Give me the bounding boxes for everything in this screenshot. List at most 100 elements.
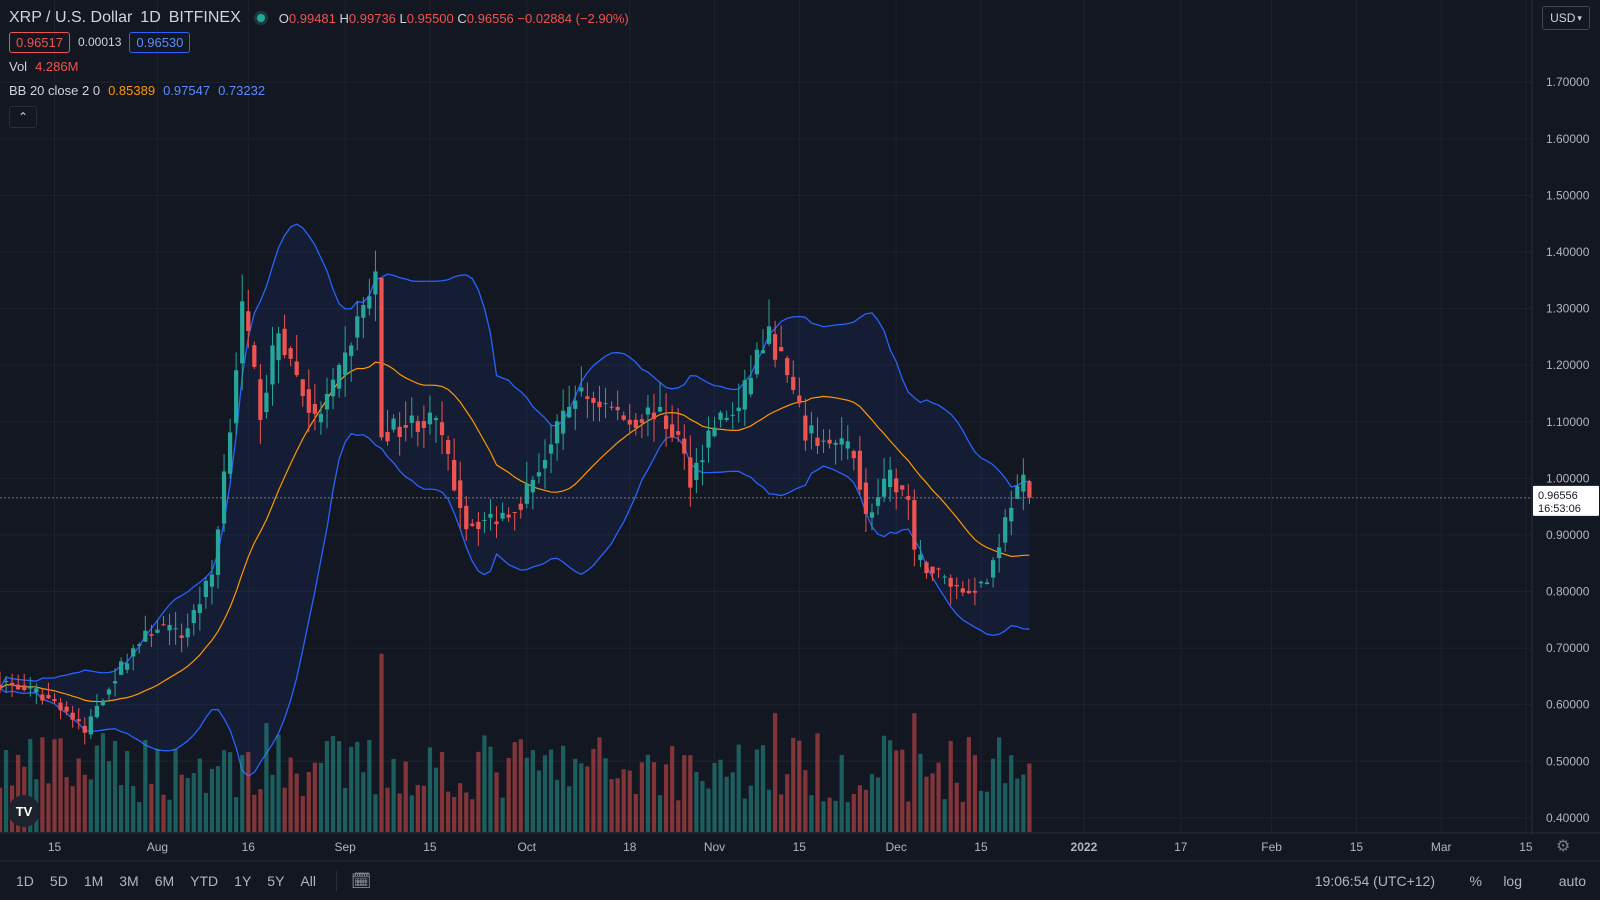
candle-body: [82, 725, 87, 733]
candle-body: [506, 514, 511, 518]
timeframe-ytd[interactable]: YTD: [190, 873, 219, 889]
market-open-status-icon: [256, 14, 265, 22]
volume-bar: [676, 800, 681, 832]
candle-body: [240, 301, 245, 364]
candle-body: [603, 403, 608, 405]
volume-bar: [100, 733, 106, 832]
volume-indicator-value: 4.286M: [35, 58, 79, 74]
volume-bar: [766, 789, 772, 832]
x-axis-tick-label: 15: [48, 840, 62, 854]
volume-bar: [645, 754, 651, 832]
volume-bar: [452, 796, 457, 832]
candle-body: [300, 379, 305, 396]
volume-bar: [215, 766, 221, 832]
candle-body: [464, 505, 469, 530]
x-axis-tick-label: Feb: [1261, 840, 1282, 854]
timeframe-all[interactable]: All: [300, 873, 316, 889]
sell-price-button[interactable]: 0.96517: [9, 31, 70, 53]
timeframe-1y[interactable]: 1Y: [234, 873, 252, 889]
volume-bar: [518, 739, 523, 832]
bollinger-basis-line: [0, 361, 1030, 703]
volume-bar: [548, 749, 554, 832]
candle-body: [330, 379, 336, 397]
volume-bar: [561, 745, 566, 832]
candle-body: [343, 352, 348, 376]
candle-body: [173, 628, 178, 630]
timezone-clock[interactable]: 19:06:54 (UTC+12): [1314, 873, 1435, 889]
volume-bar: [536, 770, 542, 832]
log-scale-toggle[interactable]: log: [1503, 873, 1522, 889]
candle-body: [433, 418, 439, 421]
timeframe-5y[interactable]: 5Y: [267, 873, 285, 889]
volume-bar: [167, 799, 172, 832]
bb-indicator-label[interactable]: BB 20 close 2 0: [9, 82, 101, 98]
candle-body: [34, 688, 39, 693]
volume-bar: [94, 745, 100, 832]
candle-body: [288, 348, 293, 359]
candle-body: [415, 421, 420, 432]
candle-body: [694, 462, 699, 480]
volume-bar: [930, 773, 935, 832]
volume-bar: [585, 766, 590, 832]
volume-bar: [875, 777, 881, 832]
volume-bar: [657, 795, 663, 832]
volume-bar: [221, 750, 227, 832]
y-axis-tick-label: 0.60000: [1546, 698, 1590, 712]
candle-body: [990, 560, 996, 578]
x-axis-tick-label: 17: [1174, 840, 1188, 854]
volume-bar: [542, 755, 548, 832]
tradingview-logo-icon[interactable]: TV: [8, 795, 40, 827]
volume-bar: [470, 799, 475, 832]
candle-body: [324, 393, 330, 410]
volume-bar: [700, 780, 705, 832]
candle-body: [391, 418, 396, 430]
timeframe-1d[interactable]: 1D: [16, 873, 34, 889]
candle-body: [427, 412, 433, 425]
volume-bar: [942, 799, 947, 832]
y-axis-tick-label: 1.60000: [1546, 132, 1590, 146]
candle-body: [954, 584, 959, 587]
volume-bar: [651, 762, 657, 832]
candle-body: [554, 421, 560, 444]
timeframe-6m[interactable]: 6M: [154, 873, 175, 889]
candle-body: [246, 311, 251, 331]
auto-scale-toggle[interactable]: auto: [1558, 873, 1586, 889]
volume-bar: [409, 795, 414, 832]
volume-bar: [869, 774, 875, 832]
collapse-legend-button[interactable]: ⌃: [9, 106, 37, 128]
candle-body: [663, 415, 669, 429]
candle-body: [452, 459, 457, 491]
volume-bar: [615, 778, 620, 832]
volume-bar: [64, 777, 69, 832]
volume-bar: [972, 755, 978, 832]
candle-body: [336, 365, 342, 389]
timeframe-5d[interactable]: 5D: [49, 873, 68, 889]
percent-scale-toggle[interactable]: %: [1469, 873, 1482, 889]
timeframe-3m[interactable]: 3M: [119, 873, 139, 889]
volume-bar: [857, 785, 862, 832]
candle-body: [785, 358, 790, 376]
y-axis-tick-label: 1.30000: [1546, 302, 1590, 316]
volume-bar: [494, 772, 499, 832]
volume-bar: [16, 754, 21, 832]
volume-indicator-label[interactable]: Vol: [9, 58, 28, 74]
bollinger-lower-band: [0, 432, 1030, 777]
volume-bar: [670, 746, 675, 832]
candle-body: [966, 590, 971, 594]
candle-body: [918, 554, 923, 561]
buy-price-button[interactable]: 0.96530: [129, 31, 191, 53]
volume-bar: [694, 771, 699, 832]
last-price-label-box: [1533, 485, 1599, 516]
volume-bar: [3, 749, 9, 832]
candle-body: [52, 698, 57, 702]
gear-icon[interactable]: ⚙: [1556, 838, 1571, 855]
x-axis-tick-label: Aug: [147, 840, 168, 854]
candle-body: [942, 576, 947, 578]
symbol-title[interactable]: XRP / U.S. Dollar: [9, 9, 133, 26]
bollinger-band-fill: [0, 224, 1030, 776]
timeframe-1m[interactable]: 1M: [83, 873, 104, 889]
currency-dropdown[interactable]: USD ▾: [1542, 6, 1590, 30]
interval-label[interactable]: 1D: [140, 9, 161, 26]
calendar-range-icon[interactable]: 🗓: [350, 873, 372, 890]
